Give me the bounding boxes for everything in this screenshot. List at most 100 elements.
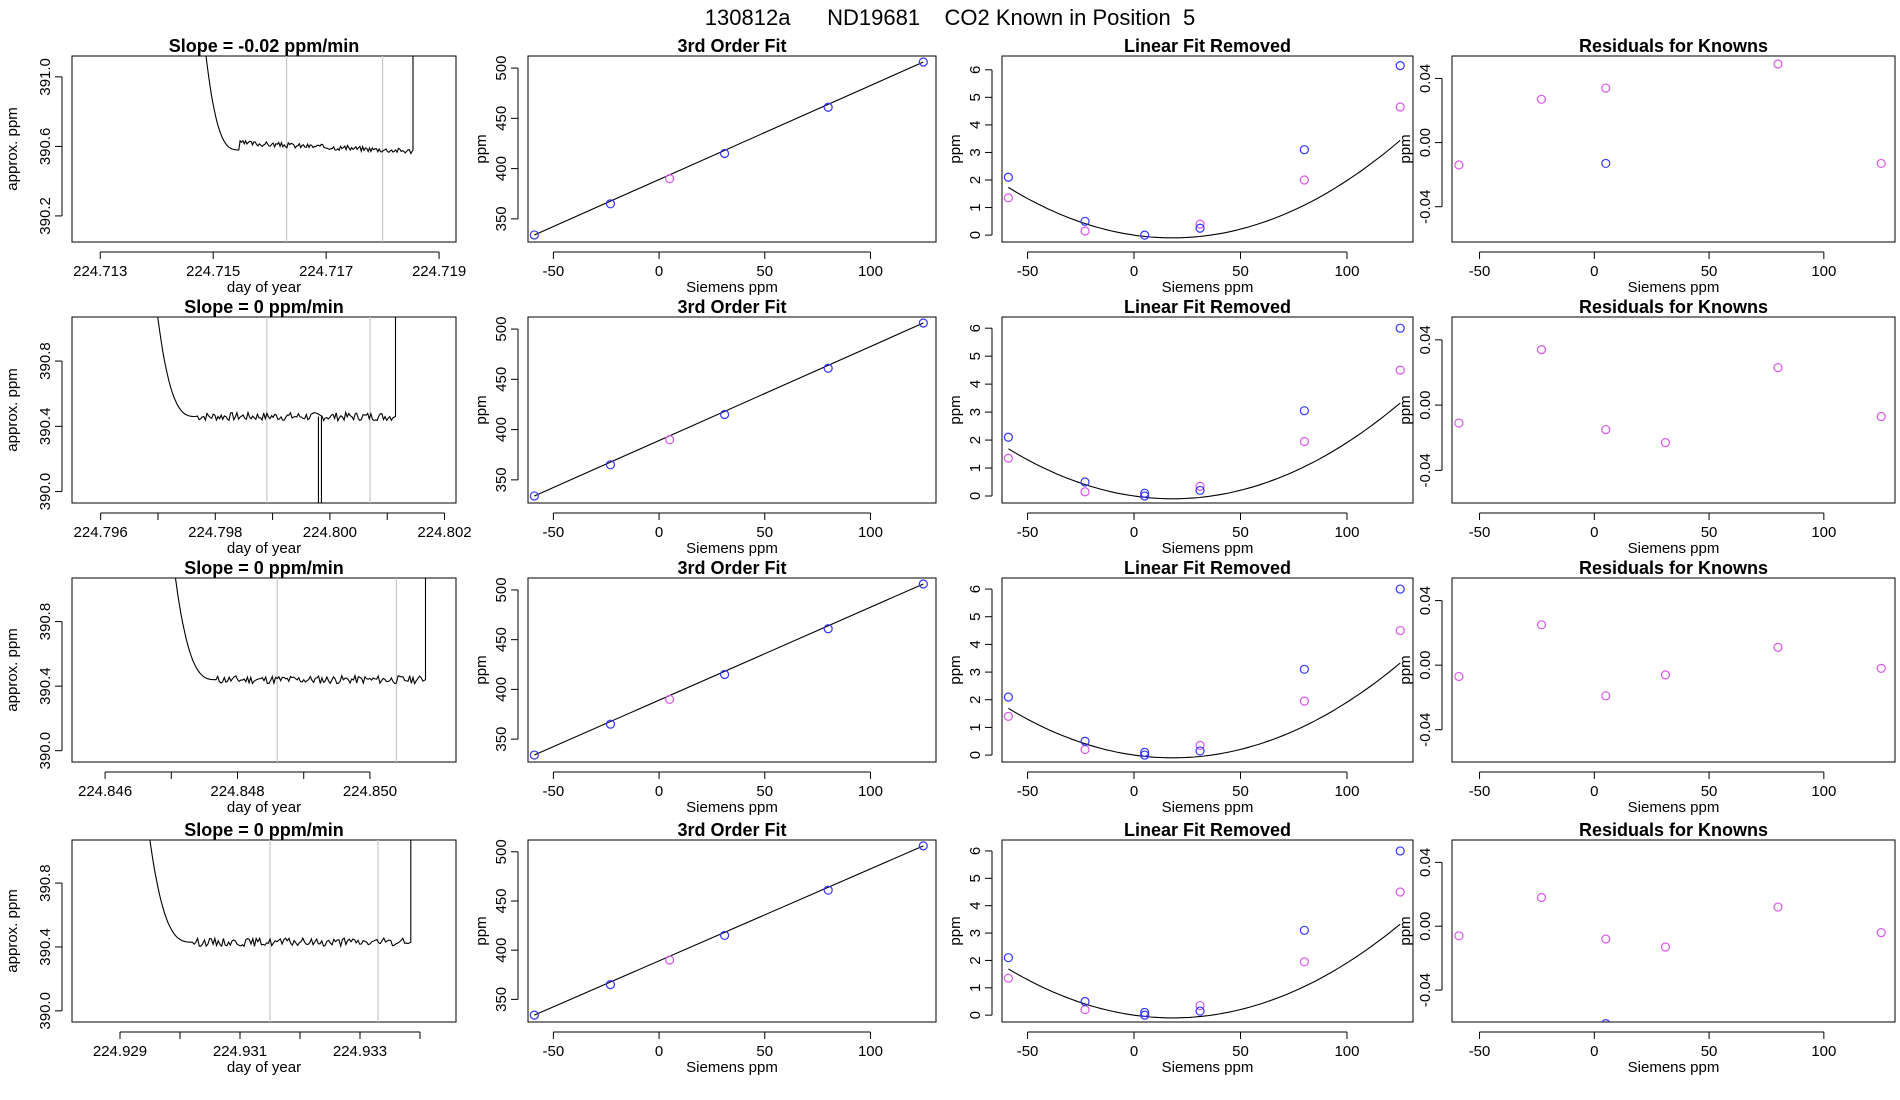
panel-1-1: 3rd Order Fit -50 0 50 100 Siemens ppm 350 400 4… [473,297,937,557]
x-axis-label: day of year [227,540,301,557]
blue-point [1195,485,1205,496]
fit-line [534,61,924,236]
panel-title: Linear Fit Removed [1124,558,1291,578]
blue-point [720,930,730,941]
y-tick-label: 400 [493,156,510,181]
plot-area [149,840,412,1022]
fit-line [534,583,924,756]
y-axis-label: ppm [473,134,490,163]
y-axis-label: ppm [473,655,490,684]
y-tick-label: 6 [967,585,984,593]
blue-point [529,230,539,240]
blue-point [1299,664,1309,674]
x-tick-label: 224.802 [417,524,471,541]
blue-point [1395,61,1405,71]
blue-point [1080,477,1090,487]
magenta-point [1395,887,1405,897]
blue-point [1003,692,1013,702]
x-tick-label: 50 [1701,783,1718,800]
y-tick-label: 4 [967,380,984,388]
y-tick-label: 390.8 [37,864,54,902]
plot-area [1003,846,1405,1020]
magenta-point [1876,927,1886,938]
blue-point [1195,1006,1205,1016]
y-tick-label: 390.8 [37,342,54,380]
blue-point [605,980,616,990]
y-axis-label: ppm [473,916,490,945]
plot-frame [527,577,937,763]
x-tick-label: 224.717 [299,263,353,280]
y-tick-label: 1 [967,723,984,731]
x-tick-label: -50 [1469,524,1491,541]
blue-point [1003,432,1013,442]
magenta-point [1773,59,1783,69]
x-tick-label: 224.848 [210,783,264,800]
concentration-trace [149,840,412,949]
panel-0-0: Slope = -0.02 ppm/min 224.713 224.715 224.7… [4,36,466,296]
x-tick-label: 0 [1590,1043,1598,1060]
x-tick-label: 0 [1130,263,1138,280]
x-axis-label: Siemens ppm [1162,799,1254,816]
x-tick-label: 0 [655,1043,663,1060]
concentration-trace [157,317,397,423]
blue-point [605,719,616,729]
figure-title: 130812a ND19681 CO2 Known in Position 5 [705,5,1195,30]
x-axis-label: day of year [227,1059,301,1076]
x-tick-label: 224.796 [74,524,128,541]
x-tick-label: 0 [1590,783,1598,800]
y-tick-label: 0.00 [1417,651,1434,680]
y-tick-label: -0.04 [1417,713,1434,747]
y-tick-label: 2 [967,176,984,184]
panel-title: Slope = 0 ppm/min [184,820,344,840]
y-axis-label: approx. ppm [4,107,21,190]
magenta-point [1660,438,1671,448]
magenta-point [1195,1000,1205,1011]
y-tick-label: 3 [967,668,984,676]
panel-3-1: 3rd Order Fit -50 0 50 100 Siemens ppm 350 400 4… [473,820,937,1076]
x-tick-label: 224.715 [186,263,240,280]
plot-frame [1001,577,1414,763]
magenta-point [1773,362,1783,373]
magenta-point [1195,740,1205,750]
panel-0-1: 3rd Order Fit -50 0 50 100 Siemens ppm 350 400 4… [473,36,937,296]
fit-curve [1008,402,1401,500]
y-tick-label: 450 [493,106,510,131]
blue-point [720,409,730,420]
magenta-point [1601,83,1611,93]
panel-title: Residuals for Knowns [1579,36,1768,56]
y-tick-label: 350 [493,987,510,1012]
magenta-point [1395,365,1405,375]
blue-point [1395,584,1405,594]
magenta-point [1395,102,1405,112]
magenta-point [1536,892,1547,903]
y-tick-label: 1 [967,984,984,992]
panel-title: 3rd Order Fit [677,820,786,840]
y-tick-label: 6 [967,324,984,332]
blue-point [823,363,833,373]
y-tick-label: 390.4 [37,408,54,446]
magenta-point [1003,193,1013,203]
blue-point [529,750,539,760]
fit-line [534,322,924,497]
blue-point [1080,996,1090,1007]
panel-title: 3rd Order Fit [677,297,786,317]
magenta-point [1876,663,1886,673]
magenta-point [665,694,675,704]
y-tick-label: 390.0 [37,473,54,511]
panel-title: Slope = -0.02 ppm/min [169,36,360,56]
magenta-point [1003,711,1013,721]
x-tick-label: 50 [1701,1043,1718,1060]
plot-frame [1451,577,1896,763]
x-axis-label: Siemens ppm [1628,1059,1720,1076]
magenta-point [1601,691,1611,701]
x-tick-label: -50 [1017,783,1039,800]
x-tick-label: 50 [756,783,773,800]
blue-point [1195,223,1205,233]
fit-line [534,845,924,1016]
x-tick-label: 100 [1334,524,1359,541]
plot-area [1003,584,1405,760]
x-tick-label: 224.800 [303,524,357,541]
magenta-point [1080,487,1090,497]
y-tick-label: 4 [967,640,984,648]
y-tick-label: 390.2 [37,197,54,235]
